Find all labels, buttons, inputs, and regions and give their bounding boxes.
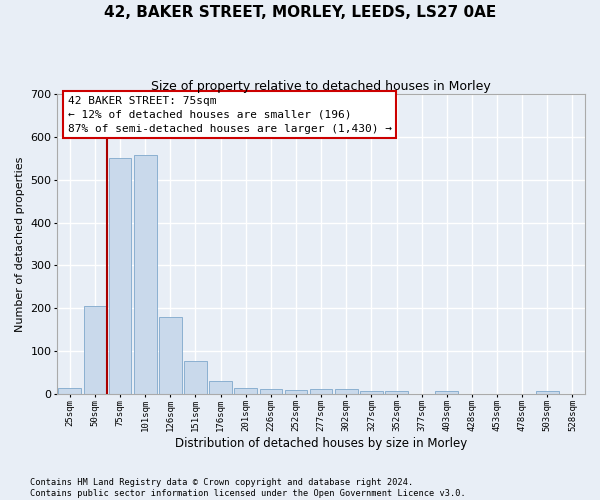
Bar bbox=[109, 158, 131, 394]
Bar bbox=[335, 390, 358, 394]
Bar bbox=[209, 381, 232, 394]
Bar bbox=[360, 390, 383, 394]
Bar bbox=[159, 318, 182, 394]
Text: 42, BAKER STREET, MORLEY, LEEDS, LS27 0AE: 42, BAKER STREET, MORLEY, LEEDS, LS27 0A… bbox=[104, 5, 496, 20]
Y-axis label: Number of detached properties: Number of detached properties bbox=[15, 156, 25, 332]
Bar bbox=[184, 360, 207, 394]
Bar bbox=[134, 156, 157, 394]
Bar bbox=[436, 392, 458, 394]
Text: Contains HM Land Registry data © Crown copyright and database right 2024.
Contai: Contains HM Land Registry data © Crown c… bbox=[30, 478, 466, 498]
X-axis label: Distribution of detached houses by size in Morley: Distribution of detached houses by size … bbox=[175, 437, 467, 450]
Bar bbox=[536, 392, 559, 394]
Bar bbox=[260, 389, 282, 394]
Bar bbox=[310, 390, 332, 394]
Bar bbox=[58, 388, 81, 394]
Title: Size of property relative to detached houses in Morley: Size of property relative to detached ho… bbox=[151, 80, 491, 93]
Bar bbox=[235, 388, 257, 394]
Text: 42 BAKER STREET: 75sqm
← 12% of detached houses are smaller (196)
87% of semi-de: 42 BAKER STREET: 75sqm ← 12% of detached… bbox=[68, 96, 392, 134]
Bar bbox=[83, 306, 106, 394]
Bar bbox=[385, 392, 408, 394]
Bar bbox=[284, 390, 307, 394]
